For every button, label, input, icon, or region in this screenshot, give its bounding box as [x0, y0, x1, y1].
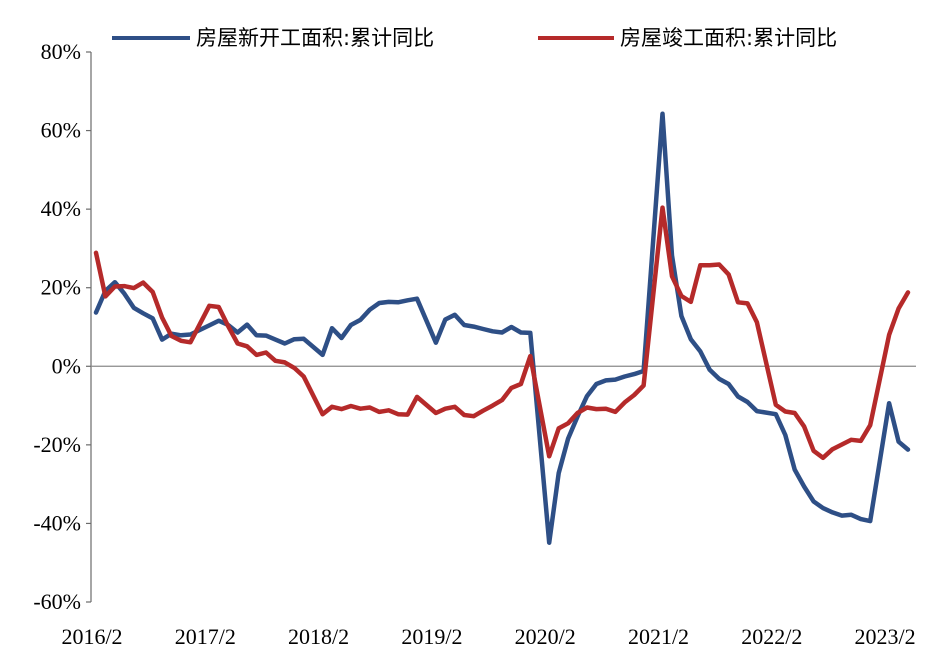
x-tick-label: 2016/2	[61, 624, 122, 649]
legend-item-completions: 房屋竣工面积:累计同比	[538, 26, 837, 50]
x-axis: 2016/2 2017/2 2018/2 2019/2 2020/2 2021/2 2022…	[61, 624, 915, 649]
series-line-new-starts	[93, 111, 911, 545]
y-tick-label: -40%	[33, 510, 81, 535]
x-tick-label: 2018/2	[288, 624, 349, 649]
series-line-completions	[93, 205, 911, 461]
x-tick-label: 2023/2	[855, 624, 916, 649]
series-layer	[93, 111, 911, 545]
legend-label-new-starts: 房屋新开工面积:累计同比	[196, 26, 434, 50]
x-tick-label: 2021/2	[628, 624, 689, 649]
legend-label-completions: 房屋竣工面积:累计同比	[620, 26, 837, 50]
y-tick-label: 0%	[52, 353, 81, 378]
legend: 房屋新开工面积:累计同比 房屋竣工面积:累计同比	[112, 26, 837, 50]
x-tick-label: 2020/2	[515, 624, 576, 649]
legend-item-new-starts: 房屋新开工面积:累计同比	[112, 26, 434, 50]
y-tick-label: -20%	[33, 432, 81, 457]
y-tick-label: 60%	[41, 118, 81, 143]
y-tick-label: -60%	[33, 589, 81, 614]
y-tick-label: 40%	[41, 196, 81, 221]
y-axis: -60% -40% -20% 0% 20% 40% 60% 80%	[33, 39, 916, 614]
y-tick-label: 80%	[41, 39, 81, 64]
x-tick-label: 2019/2	[401, 624, 462, 649]
x-tick-label: 2022/2	[741, 624, 802, 649]
y-tick-label: 20%	[41, 275, 81, 300]
x-tick-label: 2017/2	[175, 624, 236, 649]
